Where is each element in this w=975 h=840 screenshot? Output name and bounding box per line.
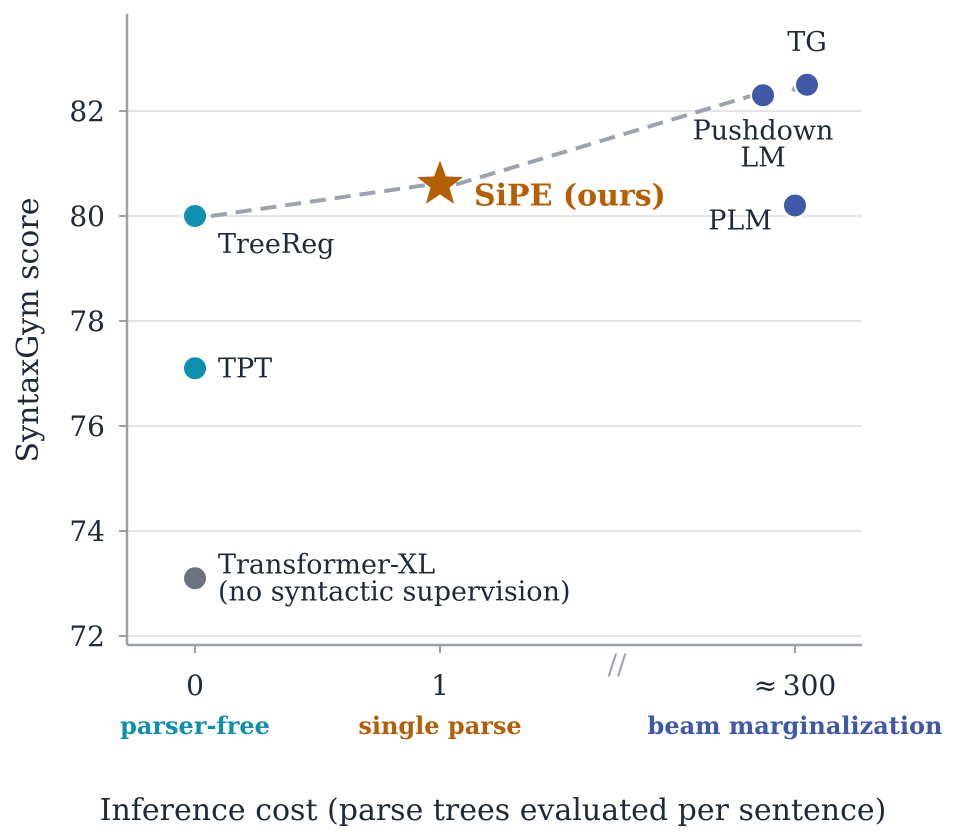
point-tg <box>794 71 820 98</box>
y-tick-label: 78 <box>69 305 105 338</box>
x-ticks: 0 parser-free 1 single parse ≈ 300 beam margi… <box>120 645 942 740</box>
point-labels: TreeReg TPT Transformer-XL (no syntactic su… <box>218 27 833 608</box>
y-tick-label: 82 <box>69 95 105 128</box>
y-tick-label: 80 <box>69 200 105 233</box>
frontier-segment <box>210 182 431 218</box>
grid-lines <box>127 110 862 637</box>
point-pushdown <box>750 82 776 109</box>
point-label: Pushdown LM <box>693 115 834 173</box>
point-label: TreeReg <box>218 229 334 260</box>
axis-break-mark: // <box>608 648 627 681</box>
x-tick-label: 0 <box>186 669 204 702</box>
y-tick-label: 76 <box>69 410 105 443</box>
x-category-label: single parse <box>358 711 521 740</box>
point-label: SiPE (ours) <box>474 179 666 214</box>
frontier-segment <box>455 93 754 187</box>
y-axis-label: SyntaxGym score <box>11 198 46 463</box>
point-transformer-xl <box>182 565 208 592</box>
x-axis-label: Inference cost (parse trees evaluated pe… <box>100 793 887 828</box>
point-label: Transformer-XL (no syntactic supervision) <box>218 549 571 607</box>
point-tpt <box>182 355 208 382</box>
y-ticks: 72 74 76 78 80 82 <box>69 95 127 653</box>
x-tick-label: ≈ 300 <box>754 669 837 702</box>
y-tick-label: 74 <box>69 515 105 548</box>
point-label: TPT <box>218 353 272 384</box>
data-points <box>182 71 820 592</box>
x-category-label: beam marginalization <box>648 711 943 740</box>
x-tick-label: 1 <box>431 669 449 702</box>
x-category-label: parser-free <box>120 711 270 740</box>
point-treereg <box>182 203 208 229</box>
y-tick-label: 72 <box>69 620 105 653</box>
point-label: TG <box>787 27 827 58</box>
axes <box>125 14 862 647</box>
point-sipe-ours <box>417 160 463 204</box>
point-plm <box>782 192 808 219</box>
point-label: PLM <box>708 206 772 237</box>
